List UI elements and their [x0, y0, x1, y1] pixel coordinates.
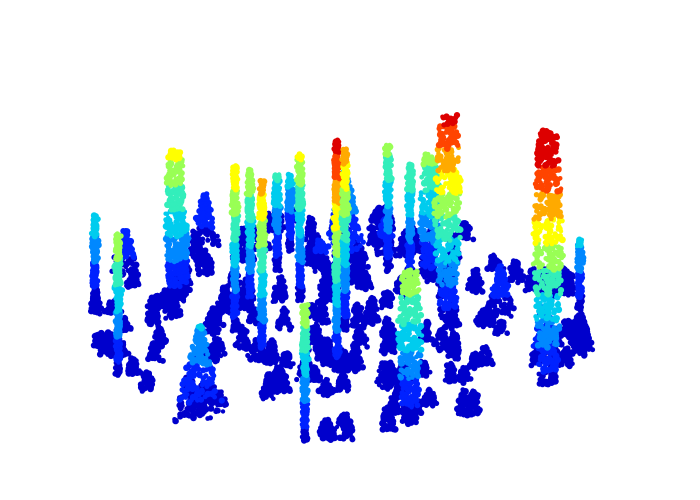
- tree: [284, 171, 296, 254]
- tree: [354, 269, 375, 293]
- tree: [188, 191, 222, 249]
- tree: [149, 325, 169, 350]
- tree: [574, 236, 587, 314]
- tree: [442, 360, 458, 385]
- tree: [318, 419, 338, 444]
- tree: [378, 289, 396, 311]
- tree: [314, 336, 335, 364]
- tree: [243, 166, 257, 314]
- tree: [178, 221, 192, 299]
- tree: [125, 355, 144, 377]
- tree: [465, 266, 486, 296]
- tree: [90, 329, 109, 350]
- tree: [485, 263, 517, 319]
- tree: [381, 142, 395, 275]
- tree: [293, 151, 307, 304]
- tree: [203, 305, 222, 338]
- tree: [334, 411, 351, 431]
- tree: [431, 112, 464, 324]
- tree: [298, 302, 312, 444]
- tree: [456, 364, 474, 386]
- tree: [492, 318, 511, 337]
- tree: [137, 369, 156, 394]
- tree: [395, 267, 425, 424]
- tree: [172, 323, 226, 425]
- tree: [338, 146, 352, 333]
- tree: [278, 350, 296, 370]
- tree: [255, 177, 269, 364]
- tree: [351, 327, 370, 350]
- tree: [270, 172, 284, 274]
- tree: [417, 318, 436, 344]
- tree: [530, 127, 566, 388]
- tree: [315, 376, 336, 399]
- tree: [232, 323, 253, 352]
- tree: [264, 371, 287, 397]
- tree: [337, 352, 359, 373]
- tree: [88, 212, 102, 303]
- tree: [228, 163, 242, 334]
- tree: [274, 305, 295, 333]
- tree: [474, 344, 496, 368]
- tree: [504, 258, 527, 286]
- tree: [478, 306, 497, 330]
- tree: [445, 329, 462, 362]
- tree: [111, 231, 126, 378]
- tree: [303, 324, 326, 356]
- tree: [306, 237, 333, 274]
- tree: [362, 294, 382, 327]
- tree: [162, 147, 188, 303]
- tree: [379, 315, 396, 340]
- tree: [348, 301, 368, 331]
- tree: [404, 161, 416, 284]
- tree: [270, 274, 289, 304]
- tree: [215, 284, 235, 311]
- tree: [382, 393, 402, 417]
- tree: [419, 386, 440, 409]
- tree: [466, 388, 483, 418]
